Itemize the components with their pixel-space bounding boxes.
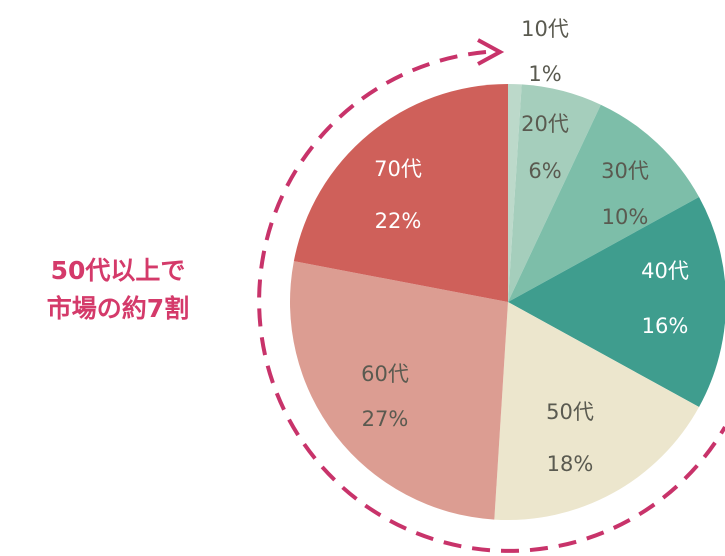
pie-slice — [508, 104, 700, 302]
pie-slice — [508, 196, 725, 408]
value-label: 16% — [642, 314, 689, 338]
pie-slice — [508, 84, 522, 302]
arrow-head — [477, 38, 505, 66]
value-label: 6% — [528, 159, 561, 183]
pie-slice — [289, 261, 508, 520]
pie-slice — [293, 84, 508, 302]
pie-slice — [508, 84, 601, 302]
pie — [289, 84, 725, 520]
category-label: 20代 — [521, 112, 569, 136]
value-label: 18% — [547, 452, 594, 476]
annotation: 市場の約7割 — [47, 294, 189, 323]
value-label: 27% — [362, 407, 409, 431]
value-label: 10% — [602, 205, 649, 229]
annotation: 50代以上で — [51, 256, 186, 285]
dashed-arc — [257, 50, 725, 553]
pie-slice — [494, 302, 700, 520]
category-label: 40代 — [641, 259, 689, 283]
category-label: 70代 — [374, 157, 422, 181]
category-label: 30代 — [601, 159, 649, 183]
category-label: 50代 — [546, 400, 594, 424]
category-label: 60代 — [361, 362, 409, 386]
value-label: 1% — [528, 62, 561, 86]
category-label: 10代 — [521, 17, 569, 41]
value-label: 22% — [375, 209, 422, 233]
